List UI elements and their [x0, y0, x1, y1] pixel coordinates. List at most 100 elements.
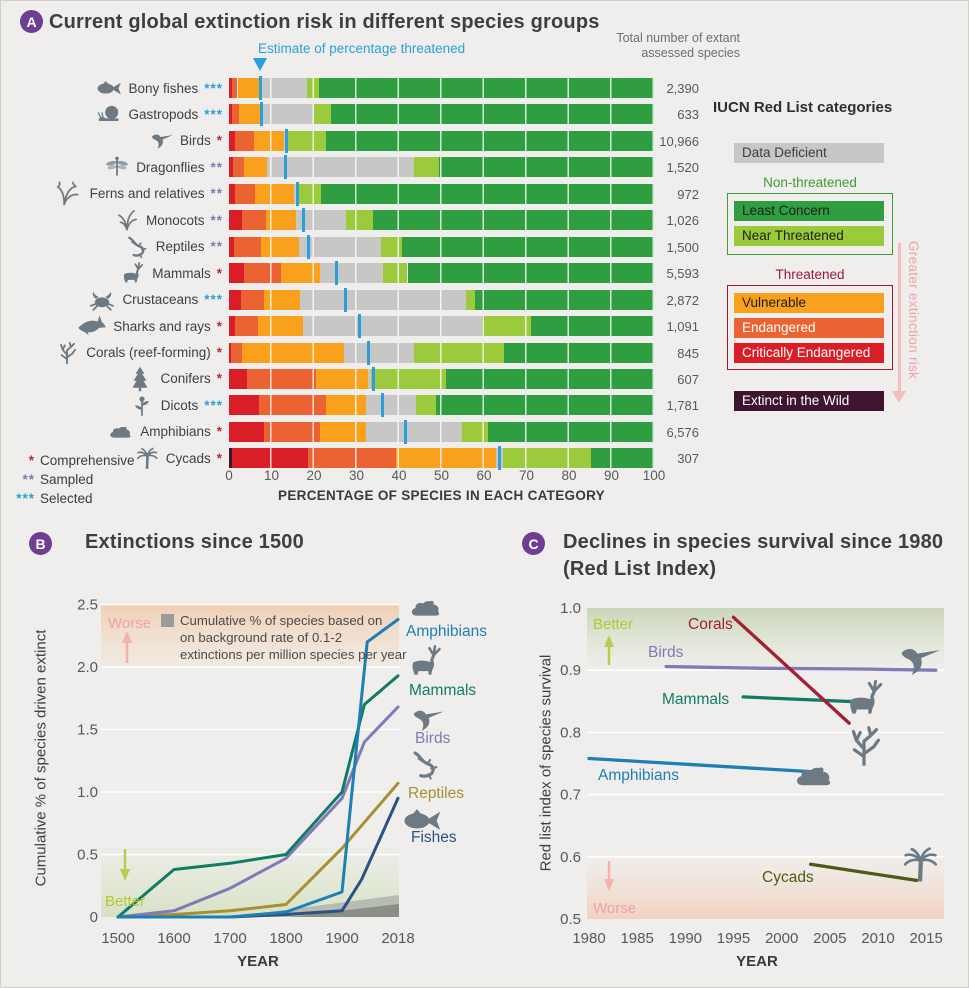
series-icon-reptiles — [408, 748, 442, 787]
lizard-icon — [413, 751, 438, 780]
dragonfly-icon — [106, 156, 129, 177]
species-total: 1,026 — [666, 213, 699, 229]
legend-box-non-threatened: Least Concern Near Threatened — [727, 193, 893, 255]
series-icon-mammals — [401, 639, 445, 688]
bar-segment-dd — [365, 395, 416, 416]
worse-arrow-head — [122, 631, 132, 643]
species-total: 845 — [677, 345, 699, 361]
bar-segment-vu — [265, 210, 297, 231]
legend-least-concern: Least Concern — [734, 201, 884, 221]
bar-segment-vu — [257, 316, 303, 337]
percentage-axis-label: PERCENTAGE OF SPECIES IN EACH CATEGORY — [278, 488, 605, 503]
y-tick: 1.0 — [560, 600, 581, 617]
greater-extinction-risk-label: Greater extinction risk — [906, 241, 921, 380]
species-name: Cycads — [165, 450, 211, 466]
series-line-birds — [664, 664, 938, 672]
footnote-stars: *** — [16, 491, 35, 506]
panel-a-title: Current global extinction risk in differ… — [49, 11, 600, 33]
bar-segment-nt — [381, 236, 402, 257]
bar-segment-dd — [365, 421, 462, 442]
bar-segment-en — [235, 183, 256, 204]
species-stars: ** — [210, 186, 223, 202]
species-stars: ** — [210, 159, 223, 175]
deer-icon — [412, 645, 441, 675]
y-tick: 0.6 — [560, 849, 581, 866]
species-total: 307 — [677, 451, 699, 467]
y-tick: 1.5 — [77, 722, 98, 739]
bar-segment-en — [231, 342, 242, 363]
bar-segment-vu — [254, 130, 285, 151]
species-stars: * — [216, 424, 223, 440]
bar-segment-lc — [531, 316, 654, 337]
species-name: Amphibians — [140, 424, 211, 440]
species-total: 1,500 — [666, 239, 699, 255]
bar-segment-nt — [371, 368, 447, 389]
series-line-mammals — [741, 695, 861, 704]
bar-segment-nt — [413, 342, 505, 363]
hummingbird-icon — [413, 710, 444, 731]
estimate-marker-icon — [253, 58, 268, 71]
better-arrow-head — [604, 635, 614, 647]
better-band — [587, 608, 944, 671]
species-total: 2,872 — [666, 292, 699, 308]
series-icon-cycads — [899, 843, 941, 890]
threatened-estimate-tick — [285, 128, 289, 153]
bar-segment-lc — [407, 263, 654, 284]
bar-segment-lc — [320, 183, 654, 204]
legend-data-deficient: Data Deficient — [734, 143, 884, 163]
legend-critically-endangered: Critically Endangered — [734, 343, 884, 363]
bar-segment-nt — [461, 421, 488, 442]
species-label: Ferns and relatives ** — [1, 181, 223, 206]
bar-segment-en — [307, 448, 397, 469]
bar-segment-cr — [229, 368, 247, 389]
x-tick-0: 0 — [225, 468, 233, 483]
bar-segment-cr — [229, 263, 245, 284]
legend-endangered: Endangered — [734, 318, 884, 338]
bar-segment-dd — [267, 157, 414, 178]
coral-icon — [60, 341, 77, 364]
series-label-mammals: Mammals — [409, 682, 477, 699]
x-tick: 1980 — [572, 930, 605, 947]
bar-segment-en — [235, 316, 258, 337]
panel-b-badge: B — [29, 532, 52, 555]
species-name: Conifers — [160, 371, 211, 387]
species-label: Cycads * — [1, 447, 223, 470]
bar-segment-en — [240, 289, 264, 310]
snail-icon — [98, 106, 120, 122]
bar-segment-cr — [229, 210, 242, 231]
threatened-estimate-tick — [497, 446, 501, 471]
bar-segment-nt — [466, 289, 476, 310]
series-icon-corals — [841, 723, 887, 774]
y-tick: 2.0 — [77, 659, 98, 676]
better-label: Better — [593, 616, 633, 633]
x-tick: 1995 — [717, 930, 750, 947]
grass-icon — [118, 210, 137, 231]
x-tick-20: 20 — [306, 468, 322, 483]
x-tick: 2005 — [813, 930, 846, 947]
threatened-estimate-tick — [301, 208, 305, 233]
x-tick-80: 80 — [561, 468, 577, 483]
series-label-reptiles: Reptiles — [408, 785, 464, 802]
bar-segment-cr — [229, 421, 264, 442]
note-swatch — [161, 614, 174, 627]
species-total: 1,520 — [666, 160, 699, 176]
bar-segment-dd — [299, 289, 467, 310]
series-label-fishes: Fishes — [411, 829, 457, 846]
x-tick-70: 70 — [518, 468, 535, 483]
x-tick: 1990 — [669, 930, 702, 947]
palm-icon — [136, 447, 158, 470]
risk-arrow-line — [898, 243, 901, 391]
bar-segment-dd — [302, 316, 482, 337]
species-total: 1,091 — [666, 319, 699, 335]
x-tick: 2018 — [381, 930, 414, 947]
species-name: Sharks and rays — [113, 318, 211, 334]
worse-arrow-head — [604, 879, 614, 891]
species-stars: * — [216, 345, 223, 360]
x-tick: 1985 — [620, 930, 653, 947]
bar-segment-nt — [345, 210, 373, 231]
palm-icon — [903, 847, 938, 882]
bar-row: Cycads * 307 — [1, 446, 968, 471]
bar-segment-vu — [237, 78, 259, 98]
panel-c-title: Declines in species survival since 1980 … — [563, 529, 943, 583]
